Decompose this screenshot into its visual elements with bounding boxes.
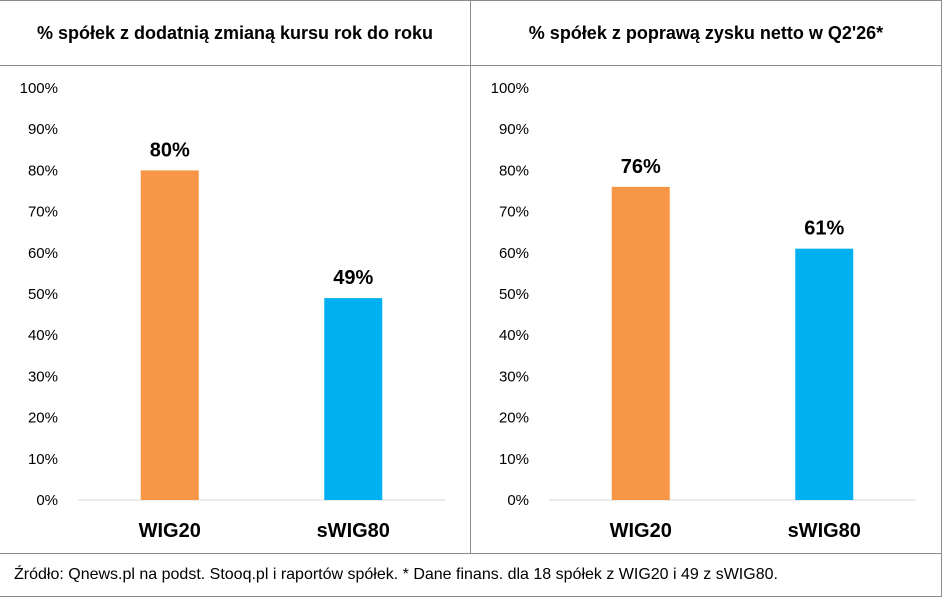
right-bar-chart: 0% 10% 20% 30% 40% 50% 60% 70% 80% 90% 100% 76% WIG2… xyxy=(491,80,916,542)
data-label-swig80: 61% xyxy=(804,218,844,240)
y-tick-label: 30% xyxy=(28,368,58,385)
y-tick-label: 20% xyxy=(499,410,529,427)
x-tick-label-wig20: WIG20 xyxy=(610,520,672,542)
y-tick-label: 30% xyxy=(499,368,529,385)
y-tick-label: 60% xyxy=(499,245,529,262)
y-tick-label: 0% xyxy=(36,492,58,509)
y-tick-label: 40% xyxy=(499,327,529,344)
y-tick-label: 80% xyxy=(499,162,529,179)
y-tick-label: 90% xyxy=(28,121,58,138)
panel-divider xyxy=(470,0,471,553)
y-tick-label: 50% xyxy=(499,286,529,303)
y-tick-label: 60% xyxy=(28,245,58,262)
y-tick-label: 10% xyxy=(28,451,58,468)
x-tick-label-swig80: sWIG80 xyxy=(788,520,861,542)
data-label-wig20: 80% xyxy=(150,139,190,161)
source-note: Źródło: Qnews.pl na podst. Stooq.pl i ra… xyxy=(14,566,778,583)
header-separator xyxy=(0,65,942,66)
y-tick-label: 70% xyxy=(28,204,58,221)
y-tick-label: 100% xyxy=(491,80,529,97)
bar-wig20 xyxy=(140,170,199,500)
data-label-wig20: 76% xyxy=(621,156,661,178)
x-tick-label-wig20: WIG20 xyxy=(139,520,201,542)
footer-separator xyxy=(0,553,942,554)
y-tick-label: 40% xyxy=(28,327,58,344)
right-chart-title: % spółek z poprawą zysku netto w Q2'26* xyxy=(528,23,884,43)
y-tick-label: 80% xyxy=(28,162,58,179)
y-tick-label: 70% xyxy=(499,204,529,221)
data-label-swig80: 49% xyxy=(333,267,373,289)
left-bar-chart: 0% 10% 20% 30% 40% 50% 60% 70% 80% 90% 100% 80% WIG2… xyxy=(20,80,445,542)
y-tick-label: 100% xyxy=(20,80,58,97)
y-tick-label: 20% xyxy=(28,410,58,427)
x-tick-label-swig80: sWIG80 xyxy=(317,520,390,542)
y-tick-label: 90% xyxy=(499,121,529,138)
bar-swig80 xyxy=(324,298,383,500)
y-tick-label: 0% xyxy=(507,492,529,509)
bar-swig80 xyxy=(795,248,854,500)
bar-wig20 xyxy=(611,186,670,500)
y-tick-label: 50% xyxy=(28,286,58,303)
y-tick-label: 10% xyxy=(499,451,529,468)
left-chart-title: % spółek z dodatnią zmianą kursu rok do … xyxy=(36,23,434,43)
top-border xyxy=(0,0,942,1)
